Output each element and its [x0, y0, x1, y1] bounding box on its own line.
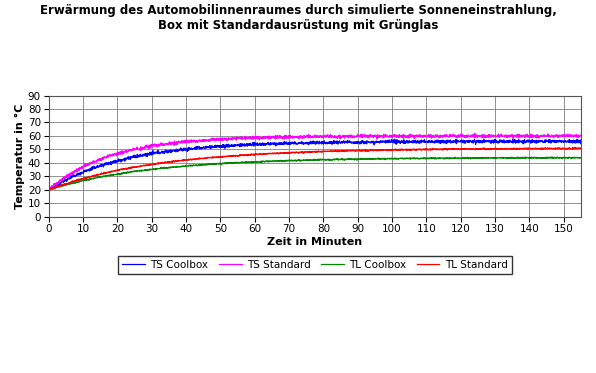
- TS Coolbox: [72, 173, 79, 178]
- Text: Erwärmung des Automobilinnenraumes durch simulierte Sonneneinstrahlung,
Box mit : Erwärmung des Automobilinnenraumes durch…: [39, 4, 557, 32]
- Y-axis label: Temperatur in °C: Temperatur in °C: [15, 103, 25, 209]
- TS Coolbox: [304, 141, 311, 145]
- Line: TL Standard: TL Standard: [49, 147, 581, 190]
- TS Standard: [304, 134, 311, 138]
- TS Coolbox: [452, 137, 460, 141]
- TS Standard: [72, 168, 79, 172]
- TL Coolbox: [73, 180, 80, 184]
- TL Coolbox: [563, 156, 570, 160]
- TS Standard: [578, 133, 585, 138]
- TL Coolbox: [290, 159, 297, 163]
- TS Coolbox: [578, 138, 585, 142]
- TL Standard: [290, 150, 297, 154]
- TL Standard: [578, 146, 585, 150]
- TS Coolbox: [562, 139, 569, 143]
- Line: TL Coolbox: TL Coolbox: [49, 157, 581, 190]
- TL Standard: [73, 178, 80, 183]
- TS Coolbox: [562, 140, 569, 144]
- TL Standard: [464, 147, 471, 151]
- TS Standard: [45, 188, 52, 192]
- TL Coolbox: [45, 188, 52, 192]
- TL Standard: [562, 147, 569, 151]
- Line: TS Standard: TS Standard: [49, 133, 581, 190]
- TS Standard: [562, 133, 569, 138]
- TL Standard: [45, 187, 52, 192]
- X-axis label: Zeit in Minuten: Zeit in Minuten: [267, 237, 362, 247]
- TL Coolbox: [562, 155, 569, 160]
- TL Coolbox: [304, 158, 311, 162]
- TS Standard: [562, 134, 569, 138]
- TL Coolbox: [578, 156, 585, 160]
- TS Standard: [464, 134, 471, 139]
- Line: TS Coolbox: TS Coolbox: [49, 139, 581, 190]
- TL Coolbox: [464, 156, 471, 160]
- Legend: TS Coolbox, TS Standard, TL Coolbox, TL Standard: TS Coolbox, TS Standard, TL Coolbox, TL …: [118, 256, 512, 274]
- TL Coolbox: [45, 187, 52, 192]
- TL Standard: [562, 146, 569, 150]
- TS Standard: [290, 134, 297, 139]
- TS Coolbox: [290, 141, 297, 146]
- TS Coolbox: [45, 188, 52, 192]
- TL Standard: [304, 150, 311, 154]
- TL Standard: [572, 145, 579, 150]
- TL Coolbox: [554, 155, 561, 159]
- TL Standard: [45, 188, 52, 192]
- TS Coolbox: [464, 138, 471, 142]
- TS Standard: [471, 131, 479, 135]
